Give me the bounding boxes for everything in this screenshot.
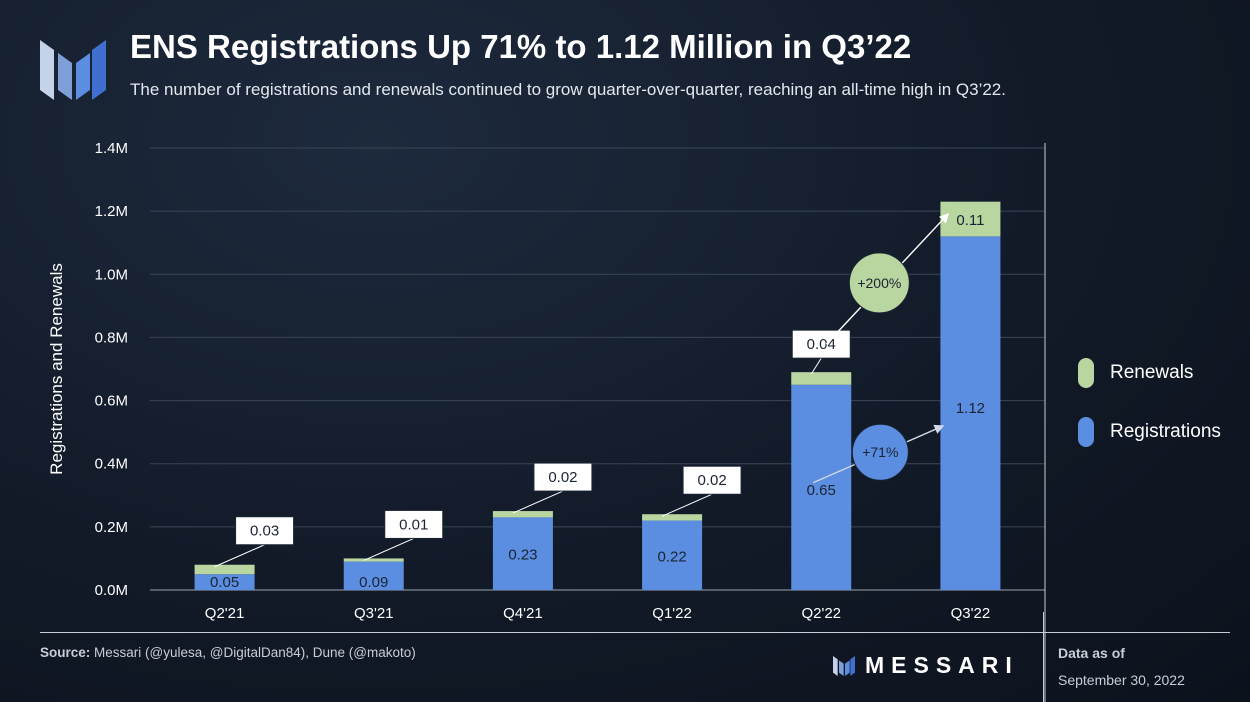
callout-leader-line: [661, 493, 713, 517]
data-label-registrations: 0.65: [807, 482, 836, 499]
y-tick-label: 1.0M: [95, 266, 128, 283]
footer-divider: [40, 632, 1230, 633]
bar-registrations: [940, 236, 1001, 590]
x-tick-label: Q2'21: [205, 605, 245, 622]
legend-item-registrations: Registrations: [1078, 417, 1221, 447]
legend-swatch-registrations: [1078, 417, 1094, 447]
growth-badge-registrations: [851, 423, 909, 481]
bar-renewals: [940, 201, 1001, 237]
data-label-renewals: 0.02: [697, 472, 726, 489]
data-label-registrations: 1.12: [956, 400, 985, 417]
callout-box: [791, 329, 851, 359]
data-as-of-label: Data as of: [1058, 645, 1125, 661]
data-label-renewals: 0.02: [548, 469, 577, 486]
bar-registrations: [194, 574, 255, 590]
x-tick-label: Q3'22: [951, 605, 991, 622]
y-tick-label: 0.4M: [95, 456, 128, 473]
callout-box: [533, 462, 593, 492]
data-label-renewals: 0.11: [956, 212, 984, 229]
bar-renewals: [343, 558, 404, 562]
bar-renewals: [194, 564, 255, 575]
callout-box: [235, 516, 295, 546]
bar-registrations: [642, 520, 703, 590]
data-label-registrations: 0.09: [359, 574, 388, 591]
source-label: Source:: [40, 645, 91, 660]
bar-renewals: [492, 511, 553, 518]
x-tick-label: Q1'22: [652, 605, 692, 622]
chart-title: ENS Registrations Up 71% to 1.12 Million…: [130, 28, 912, 65]
growth-label-registrations: +71%: [862, 444, 898, 460]
callout-leader-line: [512, 490, 564, 514]
brand-wordmark: MESSARI: [865, 652, 1019, 678]
data-label-renewals: 0.03: [250, 523, 279, 540]
callout-box: [384, 509, 444, 539]
y-tick-label: 1.2M: [95, 203, 128, 220]
y-tick-label: 0.2M: [95, 519, 128, 536]
source-text: Messari (@yulesa, @DigitalDan84), Dune (…: [94, 645, 416, 660]
legend-swatch-renewals: [1078, 358, 1094, 388]
messari-logo-icon: [40, 40, 106, 100]
bar-renewals: [642, 514, 703, 521]
legend-item-renewals: Renewals: [1078, 358, 1221, 388]
growth-badge-renewals: [848, 252, 910, 314]
x-tick-label: Q3'21: [354, 605, 394, 622]
data-label-renewals: 0.04: [807, 336, 836, 353]
data-label-registrations: 0.05: [210, 574, 239, 591]
messari-brand-icon: [833, 655, 855, 676]
callout-leader-line: [810, 357, 822, 375]
growth-label-renewals: +200%: [857, 275, 901, 291]
callout-leader-line: [214, 544, 265, 568]
data-label-registrations: 0.23: [508, 547, 537, 564]
x-tick-label: Q2'22: [801, 605, 841, 622]
y-tick-label: 0.6M: [95, 393, 128, 410]
chart-subtitle: The number of registrations and renewals…: [130, 80, 1006, 99]
x-tick-label: Q4'21: [503, 605, 543, 622]
legend-label-renewals: Renewals: [1110, 362, 1194, 383]
brand: MESSARI: [833, 652, 1019, 679]
legend: Renewals Registrations: [1078, 358, 1221, 476]
bar-registrations: [492, 517, 553, 590]
data-label-renewals: 0.01: [399, 516, 428, 533]
data-label-registrations: 0.22: [657, 548, 686, 565]
bar-registrations: [791, 384, 852, 590]
footer-vertical-divider: [1043, 612, 1044, 702]
legend-label-registrations: Registrations: [1110, 421, 1221, 442]
source-note: Source: Messari (@yulesa, @DigitalDan84)…: [40, 645, 416, 660]
bar-registrations: [343, 561, 404, 590]
y-axis-label: Registrations and Renewals: [47, 263, 66, 475]
data-as-of-date: September 30, 2022: [1058, 672, 1185, 688]
callout-box: [682, 465, 742, 495]
bar-renewals: [791, 372, 852, 385]
callout-leader-line: [363, 537, 414, 561]
y-tick-label: 0.8M: [95, 329, 128, 346]
y-tick-label: 0.0M: [95, 582, 128, 599]
y-tick-label: 1.4M: [95, 140, 128, 157]
